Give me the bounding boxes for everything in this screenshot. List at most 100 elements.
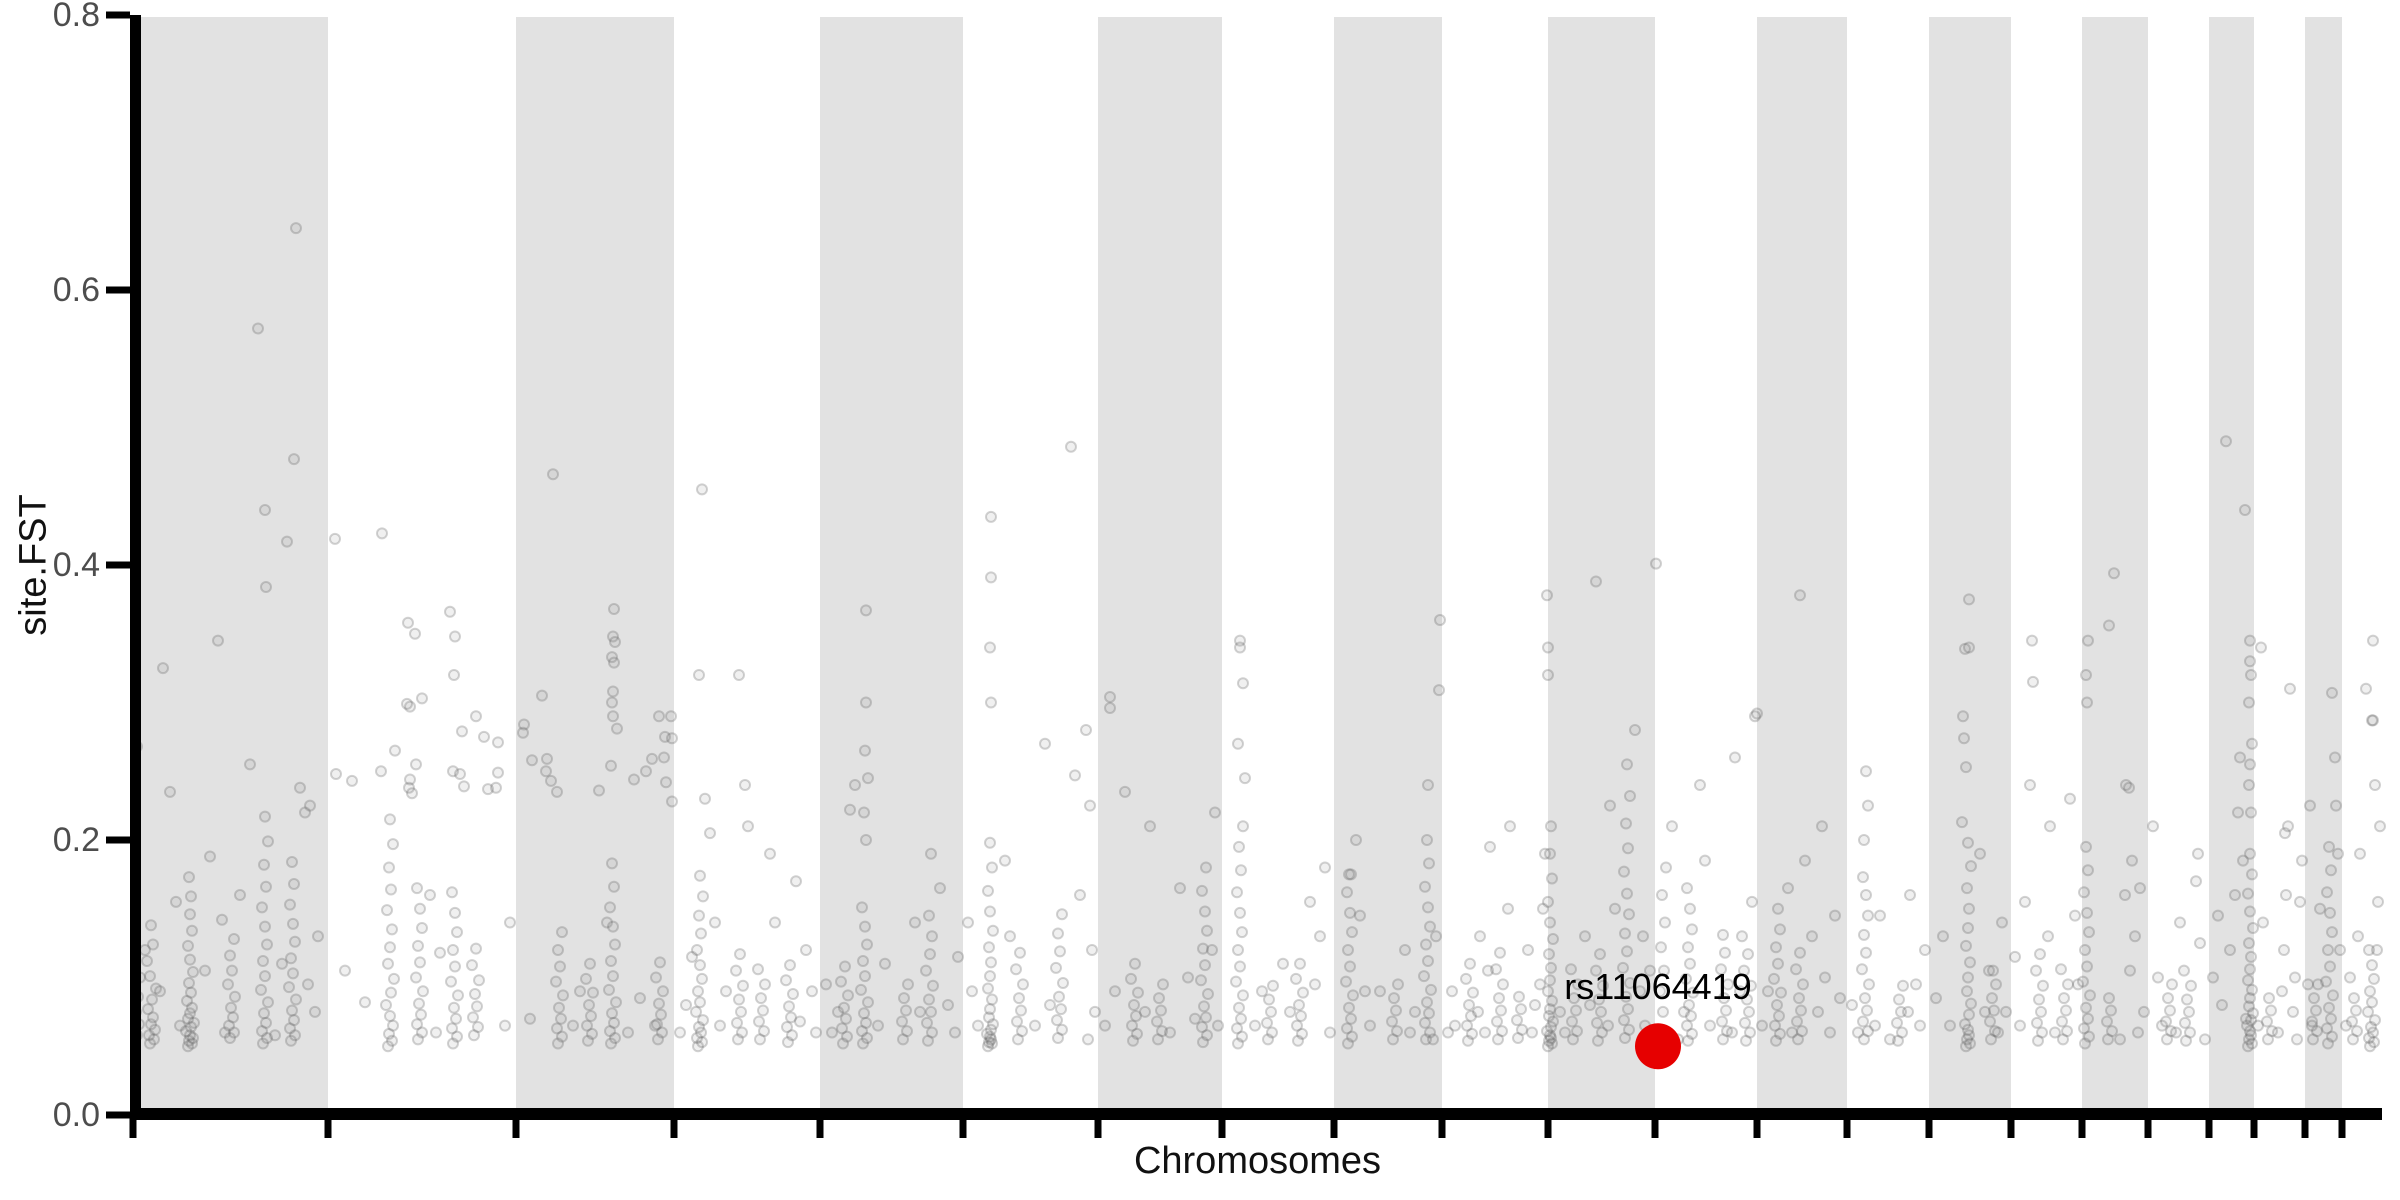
fst-point [1856,963,1868,976]
fst-point [660,776,672,789]
fst-point [541,752,553,765]
fst-point [2334,944,2346,956]
fst-point [2044,820,2056,833]
fst-point [2106,1025,2118,1038]
fst-point [434,946,446,959]
fst-point [972,1019,984,1032]
fst-point [204,850,216,863]
fst-point [1494,946,1506,959]
fst-point [1069,769,1081,782]
fst-point [984,1030,996,1043]
fst-point [634,992,646,1005]
fst-point [1846,999,1858,1011]
fst-point [856,1025,868,1038]
fst-point [962,916,974,929]
fst-point [2079,944,2091,956]
fst-point [987,1018,999,1031]
fst-point [692,985,704,998]
fst-point [262,835,274,848]
fst-point [289,1029,301,1042]
fst-point [2242,974,2254,987]
fst-point [758,1025,770,1038]
fst-point [1963,641,1975,654]
fst-point [1584,999,1596,1011]
fst-point [607,970,619,983]
fst-point [445,975,457,988]
fst-point [2314,902,2326,915]
fst-point [1195,974,1207,987]
fst-point [1623,908,1635,921]
fst-point [1057,977,1069,989]
fst-point [1542,641,1554,654]
fst-point [1284,1005,1296,1018]
fst-point [444,605,456,618]
fst-point [2184,1026,2196,1039]
fst-point [380,999,392,1011]
fst-point [446,886,458,899]
fst-point [1893,993,1905,1006]
fst-point [984,1003,996,1016]
fst-point [2166,978,2178,991]
fst-point [1390,1004,1402,1017]
fst-point [281,535,293,548]
fst-point [185,890,197,903]
fst-point [552,1037,564,1050]
chromosome-band [1929,17,2011,1108]
fst-point [2103,992,2115,1005]
fst-point [1863,978,1875,991]
fst-point [2284,682,2296,695]
fst-point [608,880,620,893]
fst-point [2244,992,2256,1005]
fst-point [1686,1027,1698,1040]
fst-point [1232,737,1244,750]
fst-point [286,856,298,868]
fst-point [1199,959,1211,972]
fst-point [1795,1004,1807,1017]
fst-point [2372,895,2384,908]
fst-point [603,983,615,996]
fst-point [1460,972,1472,985]
fst-point [1984,1015,1996,1028]
fst-point [1590,575,1602,588]
fst-point [1771,999,1783,1011]
fst-point [982,982,994,995]
fst-point [174,1019,186,1032]
fst-point [1634,985,1646,998]
fst-point [2323,1001,2335,1014]
fst-point [1126,1019,1138,1032]
fst-point [382,957,394,970]
fst-point [424,889,436,901]
fst-point [2360,682,2372,695]
fst-point [1749,710,1761,723]
fst-point [1621,887,1633,900]
fst-point [1860,946,1872,959]
fst-point [375,765,387,778]
fst-point [2242,887,2254,900]
fst-point [2371,944,2383,956]
fst-point [499,1019,511,1032]
fst-point [1080,724,1092,736]
fst-point [1570,1004,1582,1017]
fst-point [1824,1026,1836,1039]
fst-point [784,959,796,972]
fst-point [2257,916,2269,929]
fst-point [1964,1037,1976,1050]
fst-point [1594,948,1606,961]
fst-point [1233,1001,1245,1014]
fst-point [389,744,401,757]
fst-point [608,656,620,669]
fst-point [2207,971,2219,984]
fst-point [1687,986,1699,999]
fst-point [411,882,423,895]
fst-point [1197,942,1209,955]
fst-point [1962,1023,1974,1036]
fst-point [2224,944,2236,956]
fst-point [257,955,269,967]
fst-point [1319,861,1331,874]
fst-point [1164,1026,1176,1039]
fst-point [2216,999,2228,1011]
fst-point [1467,986,1479,999]
fst-point [551,1022,563,1035]
fst-point [1344,960,1356,973]
